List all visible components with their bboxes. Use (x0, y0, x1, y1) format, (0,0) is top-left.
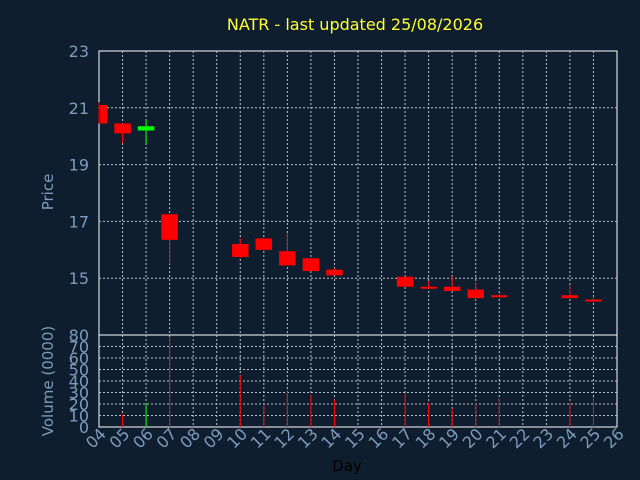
price-tick-label: 17 (69, 212, 89, 231)
candle (98, 102, 108, 124)
candle (491, 293, 508, 299)
volume-tick-label: 50 (69, 361, 89, 380)
price-tick-label: 19 (69, 156, 89, 175)
candle-body (279, 251, 296, 266)
candle (467, 282, 484, 300)
volume-axis-label: Volume (0000) (39, 326, 57, 436)
candle-body (137, 126, 155, 131)
candle (255, 238, 273, 252)
volume-tick-label: 30 (69, 384, 89, 403)
price-axis-label: Price (39, 174, 57, 211)
candle (161, 214, 178, 264)
candle-body (420, 286, 437, 289)
candle (561, 285, 579, 299)
price-tick-label: 15 (69, 269, 89, 288)
candle (443, 276, 461, 291)
candle-body (302, 258, 320, 272)
candle (420, 281, 437, 289)
price-tick-label: 21 (69, 99, 89, 118)
candle (326, 268, 343, 276)
volume-tick-label: 80 (69, 326, 89, 345)
candle-body (161, 214, 178, 240)
candle (137, 119, 155, 145)
candle-body (396, 276, 414, 287)
volume-tick-label: 0 (79, 418, 89, 437)
volume-tick-label: 20 (69, 395, 89, 414)
volume-tick-label: 70 (69, 338, 89, 357)
candle-body (100, 104, 108, 124)
candle-body (326, 269, 343, 276)
volume-panel: 0102030405060708004050607080910111213141… (69, 326, 628, 452)
price-tick-label: 23 (69, 42, 89, 61)
candle (302, 258, 320, 272)
candle (585, 296, 602, 303)
candle-body (443, 286, 461, 291)
volume-tick-label: 40 (69, 372, 89, 391)
volume-tick-label: 60 (69, 349, 89, 368)
candle (396, 276, 414, 287)
volume-tick-label: 10 (69, 407, 89, 426)
candle-body (561, 295, 579, 299)
candle-body (114, 123, 131, 134)
candle (279, 232, 296, 266)
x-axis-label: Day (332, 457, 362, 475)
candle-body (491, 295, 508, 298)
candle-body (255, 238, 273, 250)
candle (114, 123, 131, 144)
chart-title: NATR - last updated 25/08/2026 (227, 15, 483, 34)
x-tick-label: 26 (600, 424, 628, 452)
candle-body (585, 299, 602, 302)
candle-body (467, 289, 484, 299)
candle-body (232, 244, 249, 257)
candle (232, 238, 249, 259)
price-panel: 15 17 19 21 23 (69, 42, 618, 336)
